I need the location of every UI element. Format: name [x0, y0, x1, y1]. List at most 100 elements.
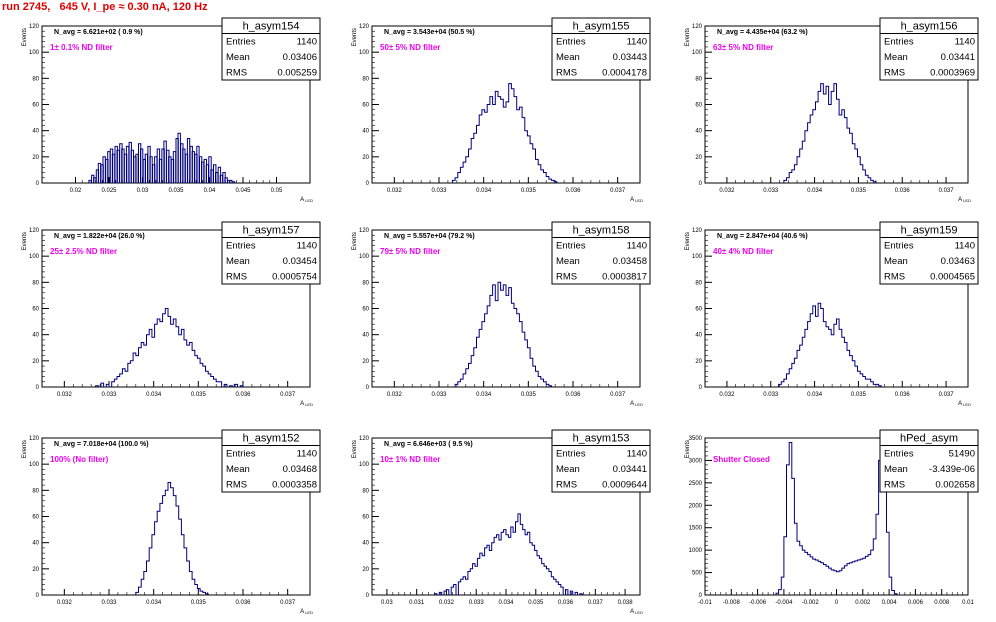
x-tick-label: 0.025 — [101, 188, 117, 194]
stats-box: h_asym155 Entries 1140 Mean 0.03443 RMS 0.0004… — [551, 17, 651, 81]
stats-box-frame — [551, 429, 651, 493]
x-tick-label: 0.033 — [101, 392, 117, 398]
y-tick-label: 120 — [29, 24, 40, 30]
histogram-series — [454, 281, 553, 387]
stat-label: RMS — [556, 480, 577, 491]
histogram-panel-h_asym157: 0 20 40 60 80 100 120 0.032 0.033 0.034 0.035 0.036… — [22, 221, 321, 407]
x-tick-label: 0.037 — [939, 392, 955, 398]
x-axis-title: A LED — [958, 401, 971, 407]
x-tick-label: 0.033 — [763, 188, 779, 194]
y-tick-label: 60 — [362, 103, 369, 109]
stats-box-frame — [879, 17, 979, 81]
stat-label: Entries — [556, 37, 586, 48]
y-tick-label: 40 — [362, 129, 369, 135]
stats-box-frame — [879, 221, 979, 285]
y-tick-label: 0 — [36, 181, 40, 187]
x-axis-title: A LED — [300, 401, 313, 407]
x-tick-label: 0.036 — [565, 188, 581, 194]
histogram-series — [775, 442, 898, 595]
y-axis-title: Events — [22, 232, 28, 250]
y-tick-label: 3000 — [689, 458, 703, 464]
stats-box-frame — [221, 221, 321, 285]
stat-value: 0.0005754 — [272, 272, 317, 283]
x-tick-label: 0.045 — [235, 188, 251, 194]
stat-label: Mean — [226, 464, 250, 475]
stat-label: Mean — [884, 256, 908, 267]
y-tick-label: 80 — [32, 488, 39, 494]
histogram-series — [88, 132, 236, 183]
histogram-name: h_asym154 — [243, 21, 300, 33]
y-tick-label: 100 — [692, 254, 703, 260]
x-tick-label: 0.006 — [908, 600, 924, 606]
x-axis-title: A LED — [958, 197, 971, 203]
histogram-name: h_asym159 — [901, 225, 958, 237]
filter-label: 25± 2.5% ND filter — [50, 247, 117, 256]
y-tick-label: 60 — [695, 103, 702, 109]
y-tick-label: 500 — [692, 571, 703, 577]
stat-label: Entries — [556, 449, 586, 460]
y-tick-label: 0 — [366, 181, 370, 187]
x-tick-label: 0.034 — [807, 188, 823, 194]
x-tick-label: 0.034 — [476, 392, 492, 398]
y-axis-title: Events — [685, 440, 691, 458]
y-tick-label: 80 — [362, 280, 369, 286]
y-tick-label: 40 — [362, 333, 369, 339]
stat-label: RMS — [556, 272, 577, 283]
stat-value: 0.0004565 — [930, 272, 975, 283]
stat-value: 0.03443 — [613, 52, 647, 63]
x-tick-label: 0.036 — [895, 188, 911, 194]
y-tick-label: 0 — [366, 593, 370, 599]
y-tick-label: 20 — [695, 359, 702, 365]
filter-label: 63± 5% ND filter — [713, 43, 773, 52]
stat-label: Entries — [884, 37, 914, 48]
y-tick-label: 3500 — [689, 436, 703, 442]
x-tick-label: 0.05 — [271, 188, 283, 194]
x-tick-label: 0.034 — [476, 188, 492, 194]
y-tick-label: 100 — [29, 462, 40, 468]
y-tick-label: 120 — [359, 24, 370, 30]
x-tick-label: 0.032 — [719, 188, 735, 194]
y-tick-label: 80 — [695, 280, 702, 286]
x-tick-label: 0.037 — [588, 600, 604, 606]
stats-box-frame — [879, 429, 979, 493]
stats-box: hPed_asym Entries 51490 Mean -3.439e-06 RMS 0.… — [879, 429, 979, 493]
x-tick-label: 0.03 — [137, 188, 149, 194]
stat-label: Mean — [884, 52, 908, 63]
x-tick-label: 0.034 — [146, 392, 162, 398]
y-tick-label: 1500 — [689, 526, 703, 532]
x-tick-label: 0.035 — [521, 188, 537, 194]
histogram-panel-h_asym155: 0 20 40 60 80 100 120 0.032 0.033 0.034 0.035 0.036… — [352, 17, 651, 203]
x-tick-label: 0.033 — [763, 392, 779, 398]
stat-value: 0.03458 — [613, 256, 647, 267]
y-tick-label: 80 — [32, 76, 39, 82]
x-tick-label: 0.034 — [498, 600, 514, 606]
y-tick-label: 60 — [32, 103, 39, 109]
page-title: run 2745, 645 V, I_pe ≈ 0.30 nA, 120 Hz — [2, 1, 208, 13]
stats-box: h_asym153 Entries 1140 Mean 0.03441 RMS 0.0009… — [551, 429, 651, 493]
x-tick-label: 0.033 — [469, 600, 485, 606]
y-tick-label: 60 — [362, 307, 369, 313]
stat-value: 0.03406 — [283, 52, 317, 63]
y-tick-label: 120 — [29, 436, 40, 442]
y-tick-label: 0 — [699, 181, 703, 187]
y-axis-title: Events — [685, 28, 691, 46]
stat-label: Entries — [226, 449, 256, 460]
stat-label: RMS — [884, 68, 905, 79]
x-tick-label: 0.037 — [939, 188, 955, 194]
x-tick-label: 0.037 — [280, 600, 296, 606]
stat-label: Mean — [226, 256, 250, 267]
y-tick-label: 40 — [695, 129, 702, 135]
stat-value: 0.0003969 — [930, 68, 975, 79]
y-tick-label: 2500 — [689, 481, 703, 487]
x-tick-label: 0.032 — [719, 392, 735, 398]
x-tick-label: 0.03 — [381, 600, 393, 606]
stat-value: 0.03441 — [613, 464, 647, 475]
x-tick-label: 0.037 — [610, 188, 626, 194]
stat-value: 51490 — [949, 449, 975, 460]
y-tick-label: 20 — [32, 155, 39, 161]
stat-value: 1140 — [297, 449, 317, 460]
histogram-series — [778, 302, 882, 387]
y-tick-label: 0 — [366, 385, 370, 391]
y-tick-label: 40 — [32, 129, 39, 135]
